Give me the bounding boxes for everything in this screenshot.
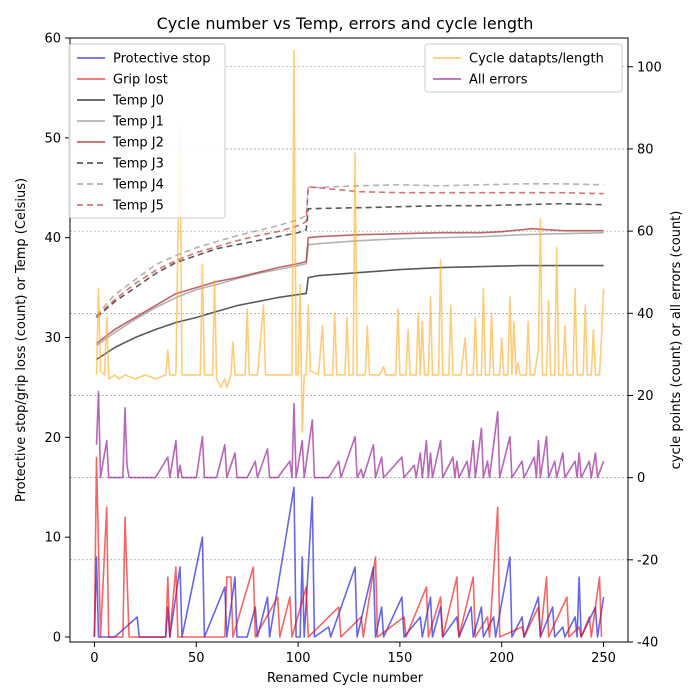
series-line-8 [95,49,605,434]
x-tick-label: 200 [489,651,514,666]
legend-label: All errors [469,73,528,88]
series-line-7 [95,186,604,318]
plot-frame [69,37,629,643]
series-line-6 [95,183,604,317]
legend-box [424,43,623,93]
series-layer [93,49,605,638]
series-line-2 [96,264,604,361]
legend-layer: Protective stop Grip lost Temp J0 Temp J1 Te… [68,43,623,219]
x-tick-label: 150 [387,651,412,666]
legend-label: Temp J4 [112,178,164,193]
y-left-tick-label: 40 [44,231,61,246]
y-left-axis-title: Protective stop/grip loss (count) or Tem… [14,178,29,502]
series-line-5 [95,202,604,319]
y-left-tick-label: 20 [44,431,61,446]
y-right-tick-label: 60 [637,225,654,240]
y-right-tick-label: -20 [637,553,658,568]
y-right-tick-label: 100 [637,60,662,75]
y-left-tick-label: 10 [44,531,61,546]
x-tick-label: 50 [188,651,205,666]
series-line-3 [96,231,604,347]
y-right-tick-label: -40 [637,636,658,651]
x-tick-label: 250 [591,651,616,666]
legend-label: Grip lost [113,73,168,88]
y-left-tick-label: 30 [44,331,61,346]
legend-label: Temp J2 [112,136,164,151]
y-right-tick-label: 0 [637,471,645,486]
y-left-tick-label: 50 [44,131,61,146]
y-left-tick-label: 0 [53,631,61,646]
tick-layer: 0 50 100 150 200 250 0 10 20 30 40 50 60 -40 -20 0 20 40 6… [44,32,661,667]
y-right-tick-label: 40 [637,307,654,322]
series-line-4 [96,227,604,345]
legend-label: Temp J3 [112,157,164,172]
legend-label: Temp J5 [112,199,164,214]
x-tick-label: 100 [286,651,311,666]
legend-box [68,43,226,219]
y-right-tick-label: 80 [637,142,654,157]
series-line-1 [93,456,603,638]
legend-label: Protective stop [113,52,210,67]
y-left-tick-label: 60 [44,32,61,47]
x-tick-label: 0 [90,651,98,666]
legend-label: Temp J1 [112,115,164,130]
chart-title: Cycle number vs Temp, errors and cycle l… [157,14,534,33]
legend-label: Temp J0 [112,94,164,109]
series-line-9 [95,390,605,479]
legend-label: Cycle datapts/length [469,52,604,67]
series-line-0 [93,486,605,638]
y-right-tick-label: 20 [637,389,654,404]
y-right-axis-title: cycle points (count) or all errors (coun… [669,211,684,470]
x-axis-title: Renamed Cycle number [267,671,424,686]
